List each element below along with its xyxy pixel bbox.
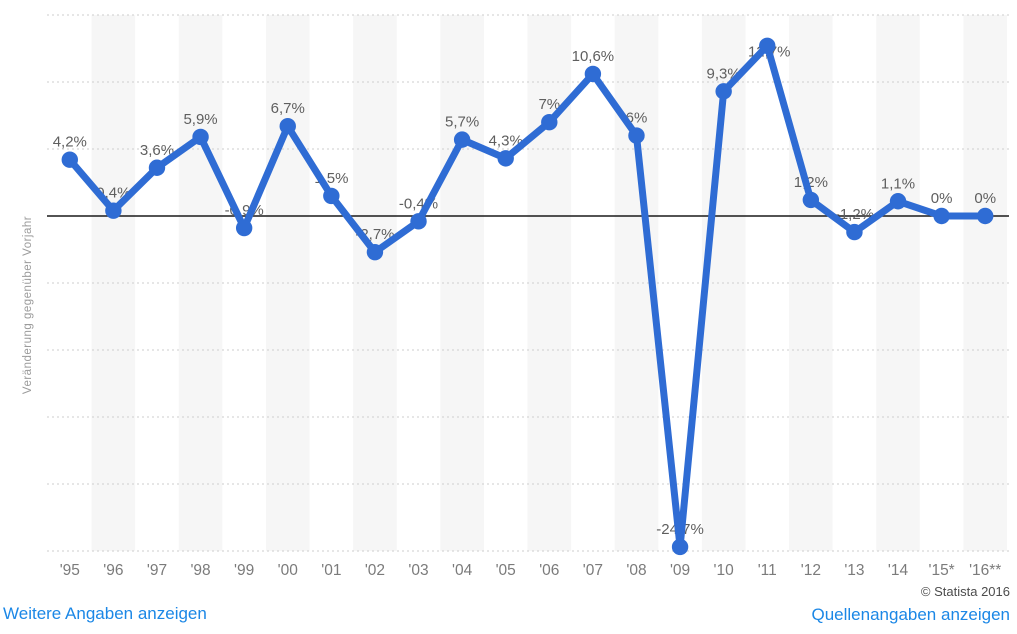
data-point[interactable] xyxy=(628,127,645,144)
x-axis-label: '05 xyxy=(496,562,516,579)
x-axis-label: '03 xyxy=(408,562,428,579)
data-point[interactable] xyxy=(671,538,689,556)
x-axis-label: '08 xyxy=(626,562,646,579)
x-axis-label: '12 xyxy=(801,562,821,579)
sources-link[interactable]: Quellenangaben anzeigen xyxy=(811,605,1010,624)
data-point[interactable] xyxy=(366,243,384,261)
y-axis-title: Veränderung gegenüber Vorjahr xyxy=(22,216,34,394)
data-point[interactable] xyxy=(235,219,253,237)
x-axis-label: '10 xyxy=(714,562,735,579)
data-point-label: 0% xyxy=(974,190,996,207)
x-axis-label: '09 xyxy=(670,562,690,579)
background-stripe xyxy=(353,15,397,551)
data-point-label: -1,2% xyxy=(835,206,874,223)
data-point[interactable] xyxy=(105,202,122,219)
data-point-label: 5,9% xyxy=(183,111,217,128)
x-axis-label: '13 xyxy=(844,562,864,579)
data-point-label: 7% xyxy=(538,96,560,113)
data-point[interactable] xyxy=(410,213,427,230)
x-axis-label: '01 xyxy=(321,562,341,579)
trend-line xyxy=(66,42,989,551)
data-point[interactable] xyxy=(759,37,776,55)
data-point[interactable] xyxy=(192,128,209,146)
x-axis-label: '06 xyxy=(539,562,559,579)
x-axis-label: '11 xyxy=(758,562,777,579)
data-point-label: 6,7% xyxy=(271,100,305,117)
data-point-label: 4,3% xyxy=(489,132,523,149)
data-point[interactable] xyxy=(323,187,340,205)
data-point[interactable] xyxy=(715,83,732,100)
x-axis-label: '95 xyxy=(60,562,80,579)
data-point[interactable] xyxy=(802,191,820,209)
data-point[interactable] xyxy=(889,193,907,210)
data-point-label: 5,7% xyxy=(445,114,479,131)
data-point-label: 0% xyxy=(931,190,953,207)
data-point[interactable] xyxy=(61,151,78,168)
x-axis-label: '14 xyxy=(888,562,909,579)
data-point[interactable] xyxy=(584,65,602,83)
line-chart: 4,2%0,4%3,6%5,9%-0,9%6,7%1,5%-2,7%-0,4%5… xyxy=(22,14,1009,579)
data-point[interactable] xyxy=(933,207,950,225)
x-axis-label: '16** xyxy=(969,562,1001,579)
background-stripe xyxy=(178,15,223,551)
data-point-label: 10,6% xyxy=(572,48,615,65)
x-axis-label: '07 xyxy=(583,562,603,579)
x-axis-label: '02 xyxy=(365,562,385,579)
data-point[interactable] xyxy=(453,131,471,148)
x-axis-label: '99 xyxy=(234,562,254,579)
x-axis-label: '04 xyxy=(452,562,473,579)
x-axis-label: '15* xyxy=(928,562,954,579)
data-point-label: 1,1% xyxy=(881,175,915,192)
background-stripe xyxy=(789,15,833,551)
data-point[interactable] xyxy=(279,118,296,135)
data-point[interactable] xyxy=(977,207,994,225)
data-point[interactable] xyxy=(846,223,863,241)
background-stripe xyxy=(963,15,1007,551)
x-axis-label: '97 xyxy=(147,562,167,579)
more-info-link[interactable]: Weitere Angaben anzeigen xyxy=(3,604,207,623)
copyright-note: © Statista 2016 xyxy=(920,584,1010,599)
data-point-label: 3,6% xyxy=(140,142,174,159)
x-axis-label: '98 xyxy=(190,562,210,579)
data-point[interactable] xyxy=(148,159,166,176)
data-point[interactable] xyxy=(497,150,514,167)
x-axis-label: '00 xyxy=(278,562,299,579)
data-point-label: 4,2% xyxy=(53,134,87,151)
x-axis-label: '96 xyxy=(103,562,123,579)
data-point[interactable] xyxy=(541,114,558,131)
